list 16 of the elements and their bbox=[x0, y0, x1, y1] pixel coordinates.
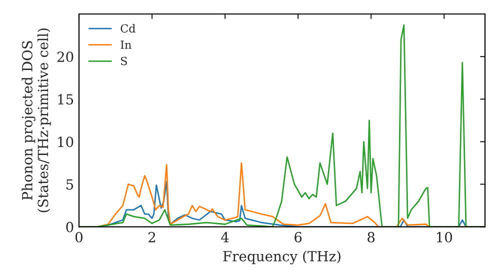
x-tick-label: 2 bbox=[148, 232, 156, 242]
y-tick-label: 0 bbox=[66, 222, 74, 232]
y-tick-label: 15 bbox=[58, 94, 74, 105]
x-tick-label: 6 bbox=[294, 232, 302, 242]
legend-label: Cd bbox=[120, 24, 136, 33]
x-tick-label: 4 bbox=[221, 232, 229, 242]
x-axis-title: Frequency (THz) bbox=[223, 250, 340, 264]
y-tick-label: 20 bbox=[57, 52, 74, 62]
legend-label: In bbox=[120, 40, 132, 49]
y-tick-label: 10 bbox=[58, 136, 74, 148]
x-tick-label: 0 bbox=[75, 232, 82, 242]
x-tick-label: 8 bbox=[368, 232, 375, 242]
y-tick-label: 5 bbox=[66, 179, 74, 190]
y-axis-title: Phonon projected DOS (States/THz·primitive cell) bbox=[22, 28, 51, 212]
legend-label: S bbox=[121, 56, 127, 66]
x-tick-label: 10 bbox=[436, 232, 452, 242]
